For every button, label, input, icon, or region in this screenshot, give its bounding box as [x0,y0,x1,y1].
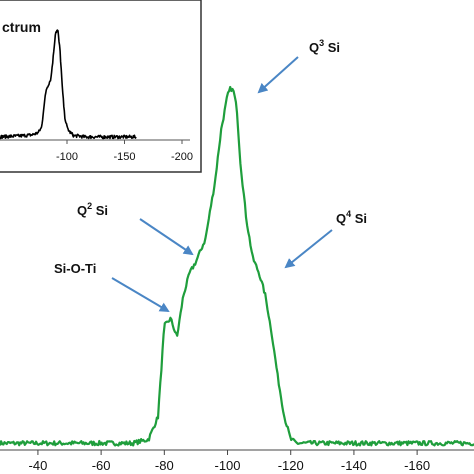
annotation-q3-label: Q3 Si [309,38,340,55]
inset-title: ctrum [2,19,41,35]
annotation-si-o-ti-label: Si-O-Ti [54,261,96,276]
main-spectrum-line [0,85,474,447]
main-x-tick-label: -160 [404,458,430,473]
annotation-q4-label: Q4 Si [336,209,367,226]
inset-x-tick-label: -200 [171,151,193,163]
inset-x-tick-labels: -100 -150 -200 [56,151,193,163]
inset-x-tick-label: -150 [113,151,135,163]
inset-x-ticks [66,140,183,144]
main-x-tick-label: -120 [278,458,304,473]
annotation-si-o-ti-arrow [111,277,170,313]
main-x-tick-label: -40 [29,458,48,473]
annotation-q4-arrow [284,229,333,269]
main-x-tick-label: -60 [92,458,111,473]
inset-plot: ctrum -100 -150 -200 [0,0,202,173]
inset-x-tick-label: -100 [56,151,78,163]
main-plot: -40 -60 -80 -100 -120 -140 -160 [0,85,474,473]
annotations: Q3 Si Q2 Si Q4 Si Si-O-Ti [54,38,367,313]
main-x-tick-label: -80 [155,458,174,473]
annotation-q2-arrow [139,218,194,256]
annotation-q2-label: Q2 Si [77,201,108,218]
main-x-tick-labels: -40 -60 -80 -100 -120 -140 -160 [29,458,431,473]
annotation-q3-arrow [257,56,299,94]
main-x-tick-label: -100 [215,458,241,473]
inset-spectrum-line [0,29,137,140]
inset-frame [0,0,202,173]
main-x-ticks [37,450,418,455]
main-x-tick-label: -140 [341,458,367,473]
